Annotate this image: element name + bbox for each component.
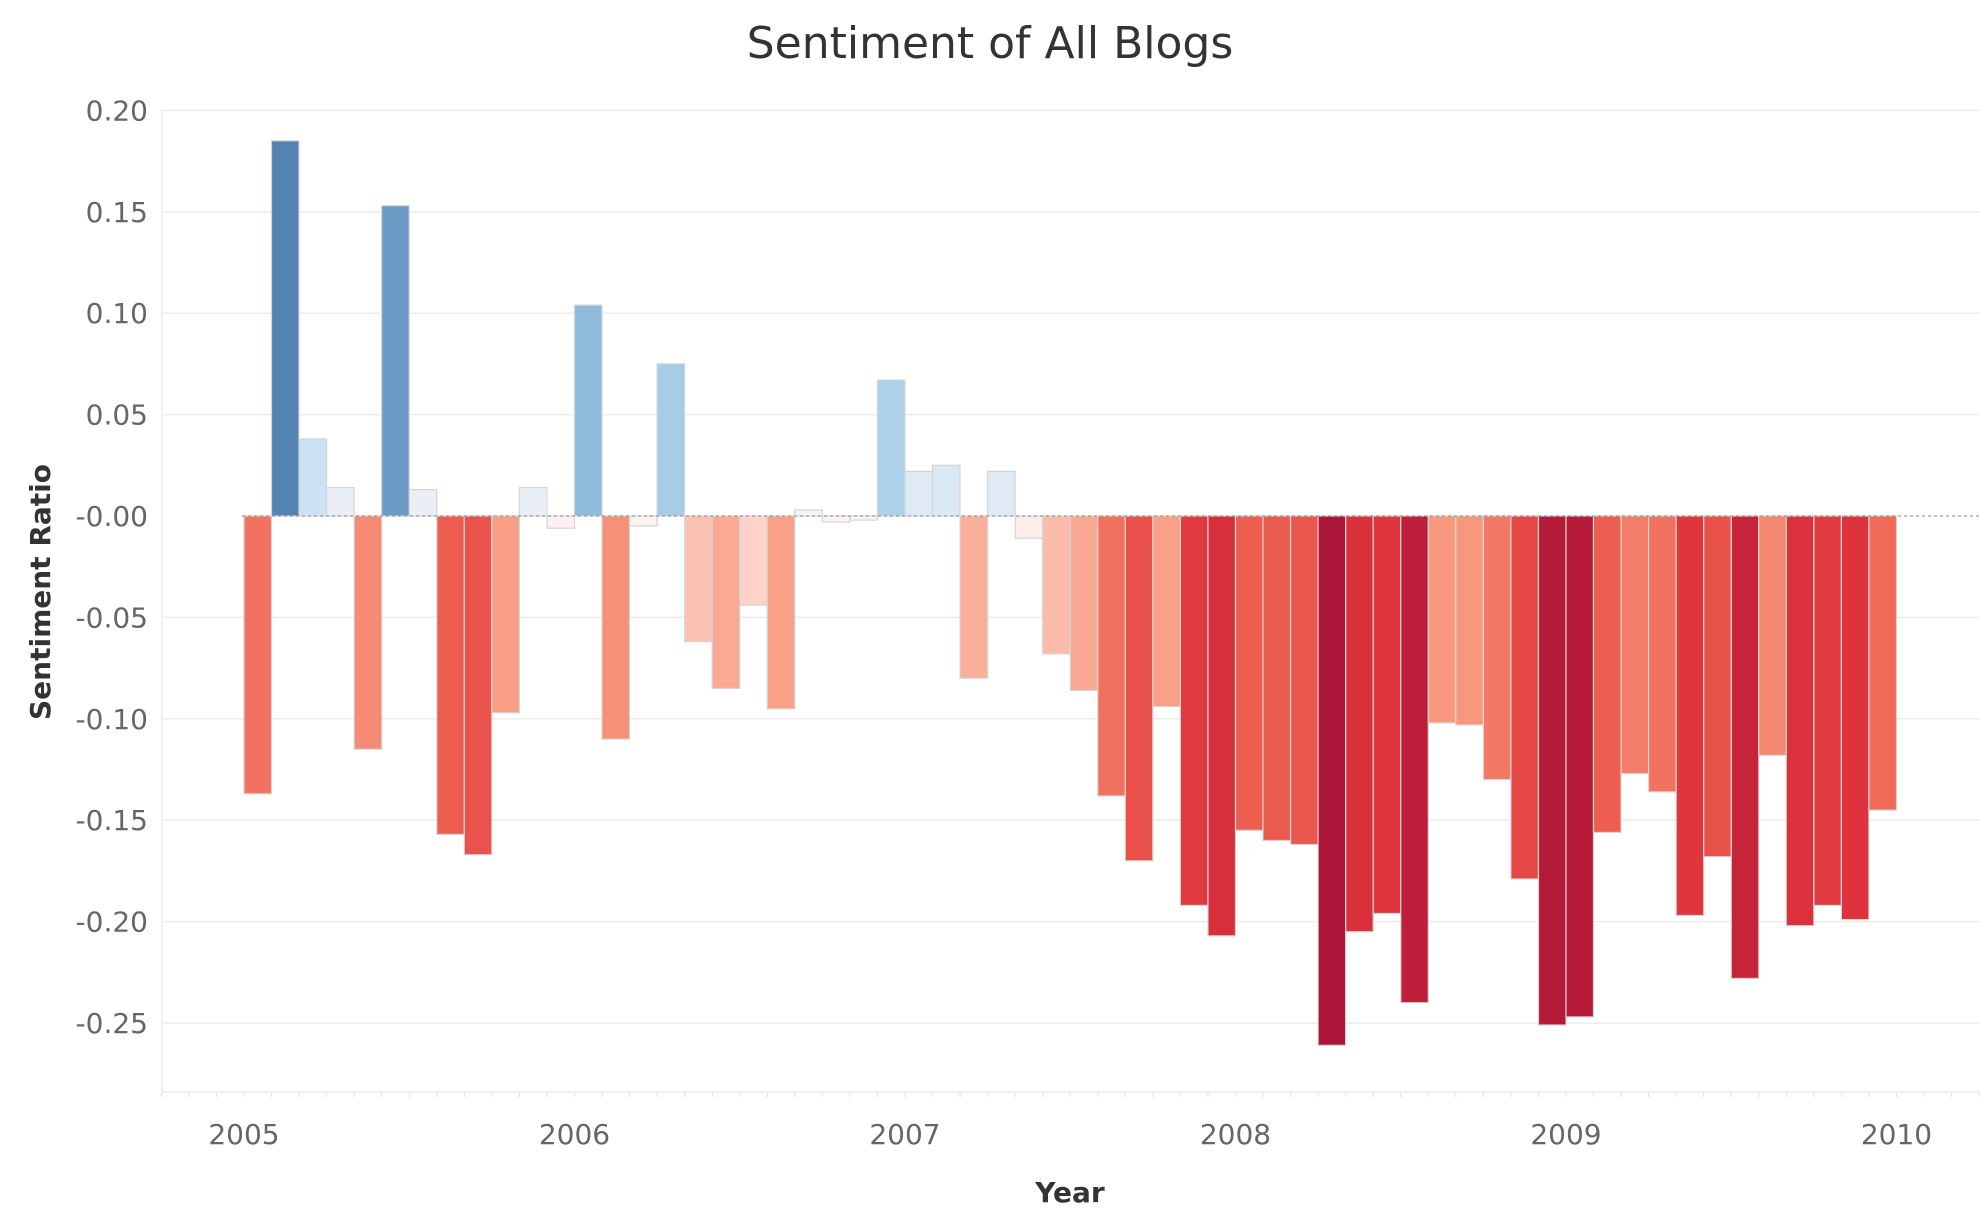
bar <box>876 379 906 517</box>
bar <box>573 304 603 517</box>
bar <box>381 205 410 517</box>
bar <box>270 140 300 517</box>
bar <box>601 515 631 740</box>
bar <box>711 515 741 689</box>
bar <box>1152 515 1182 708</box>
bar <box>1207 515 1237 937</box>
bar <box>1289 515 1319 846</box>
bar <box>1069 515 1099 691</box>
bar <box>1647 515 1677 793</box>
bar <box>518 487 548 517</box>
bar <box>1730 515 1760 979</box>
y-tick-label: -0.25 <box>76 1007 148 1040</box>
bars <box>243 140 1898 1046</box>
bar <box>1014 515 1044 539</box>
x-tick-label: 2005 <box>208 1118 279 1151</box>
bar <box>904 470 934 517</box>
chart-title: Sentiment of All Blogs <box>746 18 1234 69</box>
bar <box>491 515 520 714</box>
bar <box>1482 515 1512 781</box>
bar <box>931 464 961 517</box>
bar <box>821 515 851 523</box>
bar <box>794 509 823 517</box>
bar <box>1234 515 1264 831</box>
bar <box>684 515 713 643</box>
y-tick-label: 0.15 <box>86 196 148 229</box>
bar <box>1345 515 1374 933</box>
bar <box>1675 515 1705 917</box>
y-tick-label: 0.05 <box>86 399 148 432</box>
bar <box>408 489 438 517</box>
bar <box>1262 515 1292 842</box>
y-tick-label: -0.00 <box>76 500 148 533</box>
bar <box>1097 515 1126 797</box>
y-axis-title: Sentiment Ratio <box>24 464 57 720</box>
x-tick-label: 2009 <box>1530 1118 1601 1151</box>
bar <box>1840 515 1870 921</box>
bar <box>1868 515 1898 811</box>
x-tick-label: 2006 <box>539 1118 610 1151</box>
y-tick-label: -0.20 <box>76 906 148 939</box>
bar <box>1758 515 1787 756</box>
y-tick-label: 0.20 <box>86 94 148 127</box>
y-tick-label: -0.15 <box>76 804 148 837</box>
x-tick-label: 2007 <box>869 1118 940 1151</box>
bar <box>656 363 686 517</box>
bar <box>436 515 465 835</box>
y-tick-label: -0.05 <box>76 601 148 634</box>
bar <box>353 515 383 750</box>
bar <box>1565 515 1595 1018</box>
y-tick-label: 0.10 <box>86 297 148 330</box>
bar <box>1620 515 1650 775</box>
bar <box>1785 515 1815 927</box>
bar <box>986 470 1016 517</box>
bar <box>243 515 273 795</box>
x-axis-title: Year <box>1034 1176 1105 1209</box>
bar <box>766 515 796 710</box>
bar <box>1510 515 1540 880</box>
bar <box>1455 515 1484 726</box>
x-axis-ticks: 2005 2006 2007 2008 2009 2010 <box>160 1093 1980 1151</box>
bar <box>546 515 576 529</box>
bar <box>1317 515 1347 1046</box>
bar <box>1372 515 1402 915</box>
bar <box>849 515 879 521</box>
bar <box>1427 515 1457 724</box>
bar <box>1537 515 1567 1026</box>
y-axis-ticks: 0.20 0.15 0.10 0.05 -0.00 -0.05 -0.10 -0.15 -0.2… <box>76 94 148 1040</box>
bar <box>326 487 355 517</box>
bar <box>959 515 989 679</box>
bar <box>739 515 768 606</box>
bar <box>1124 515 1154 862</box>
y-tick-label: -0.10 <box>76 703 148 736</box>
bar <box>298 438 328 517</box>
bar <box>1400 515 1429 1004</box>
bar <box>628 515 658 527</box>
bar <box>1179 515 1209 906</box>
plot-frame <box>161 110 1980 1093</box>
x-tick-label: 2010 <box>1861 1118 1932 1151</box>
bar <box>1592 515 1622 833</box>
bar <box>1042 515 1071 655</box>
bar <box>1703 515 1732 858</box>
bar <box>1813 515 1843 906</box>
x-tick-label: 2008 <box>1200 1118 1271 1151</box>
bar <box>463 515 493 856</box>
